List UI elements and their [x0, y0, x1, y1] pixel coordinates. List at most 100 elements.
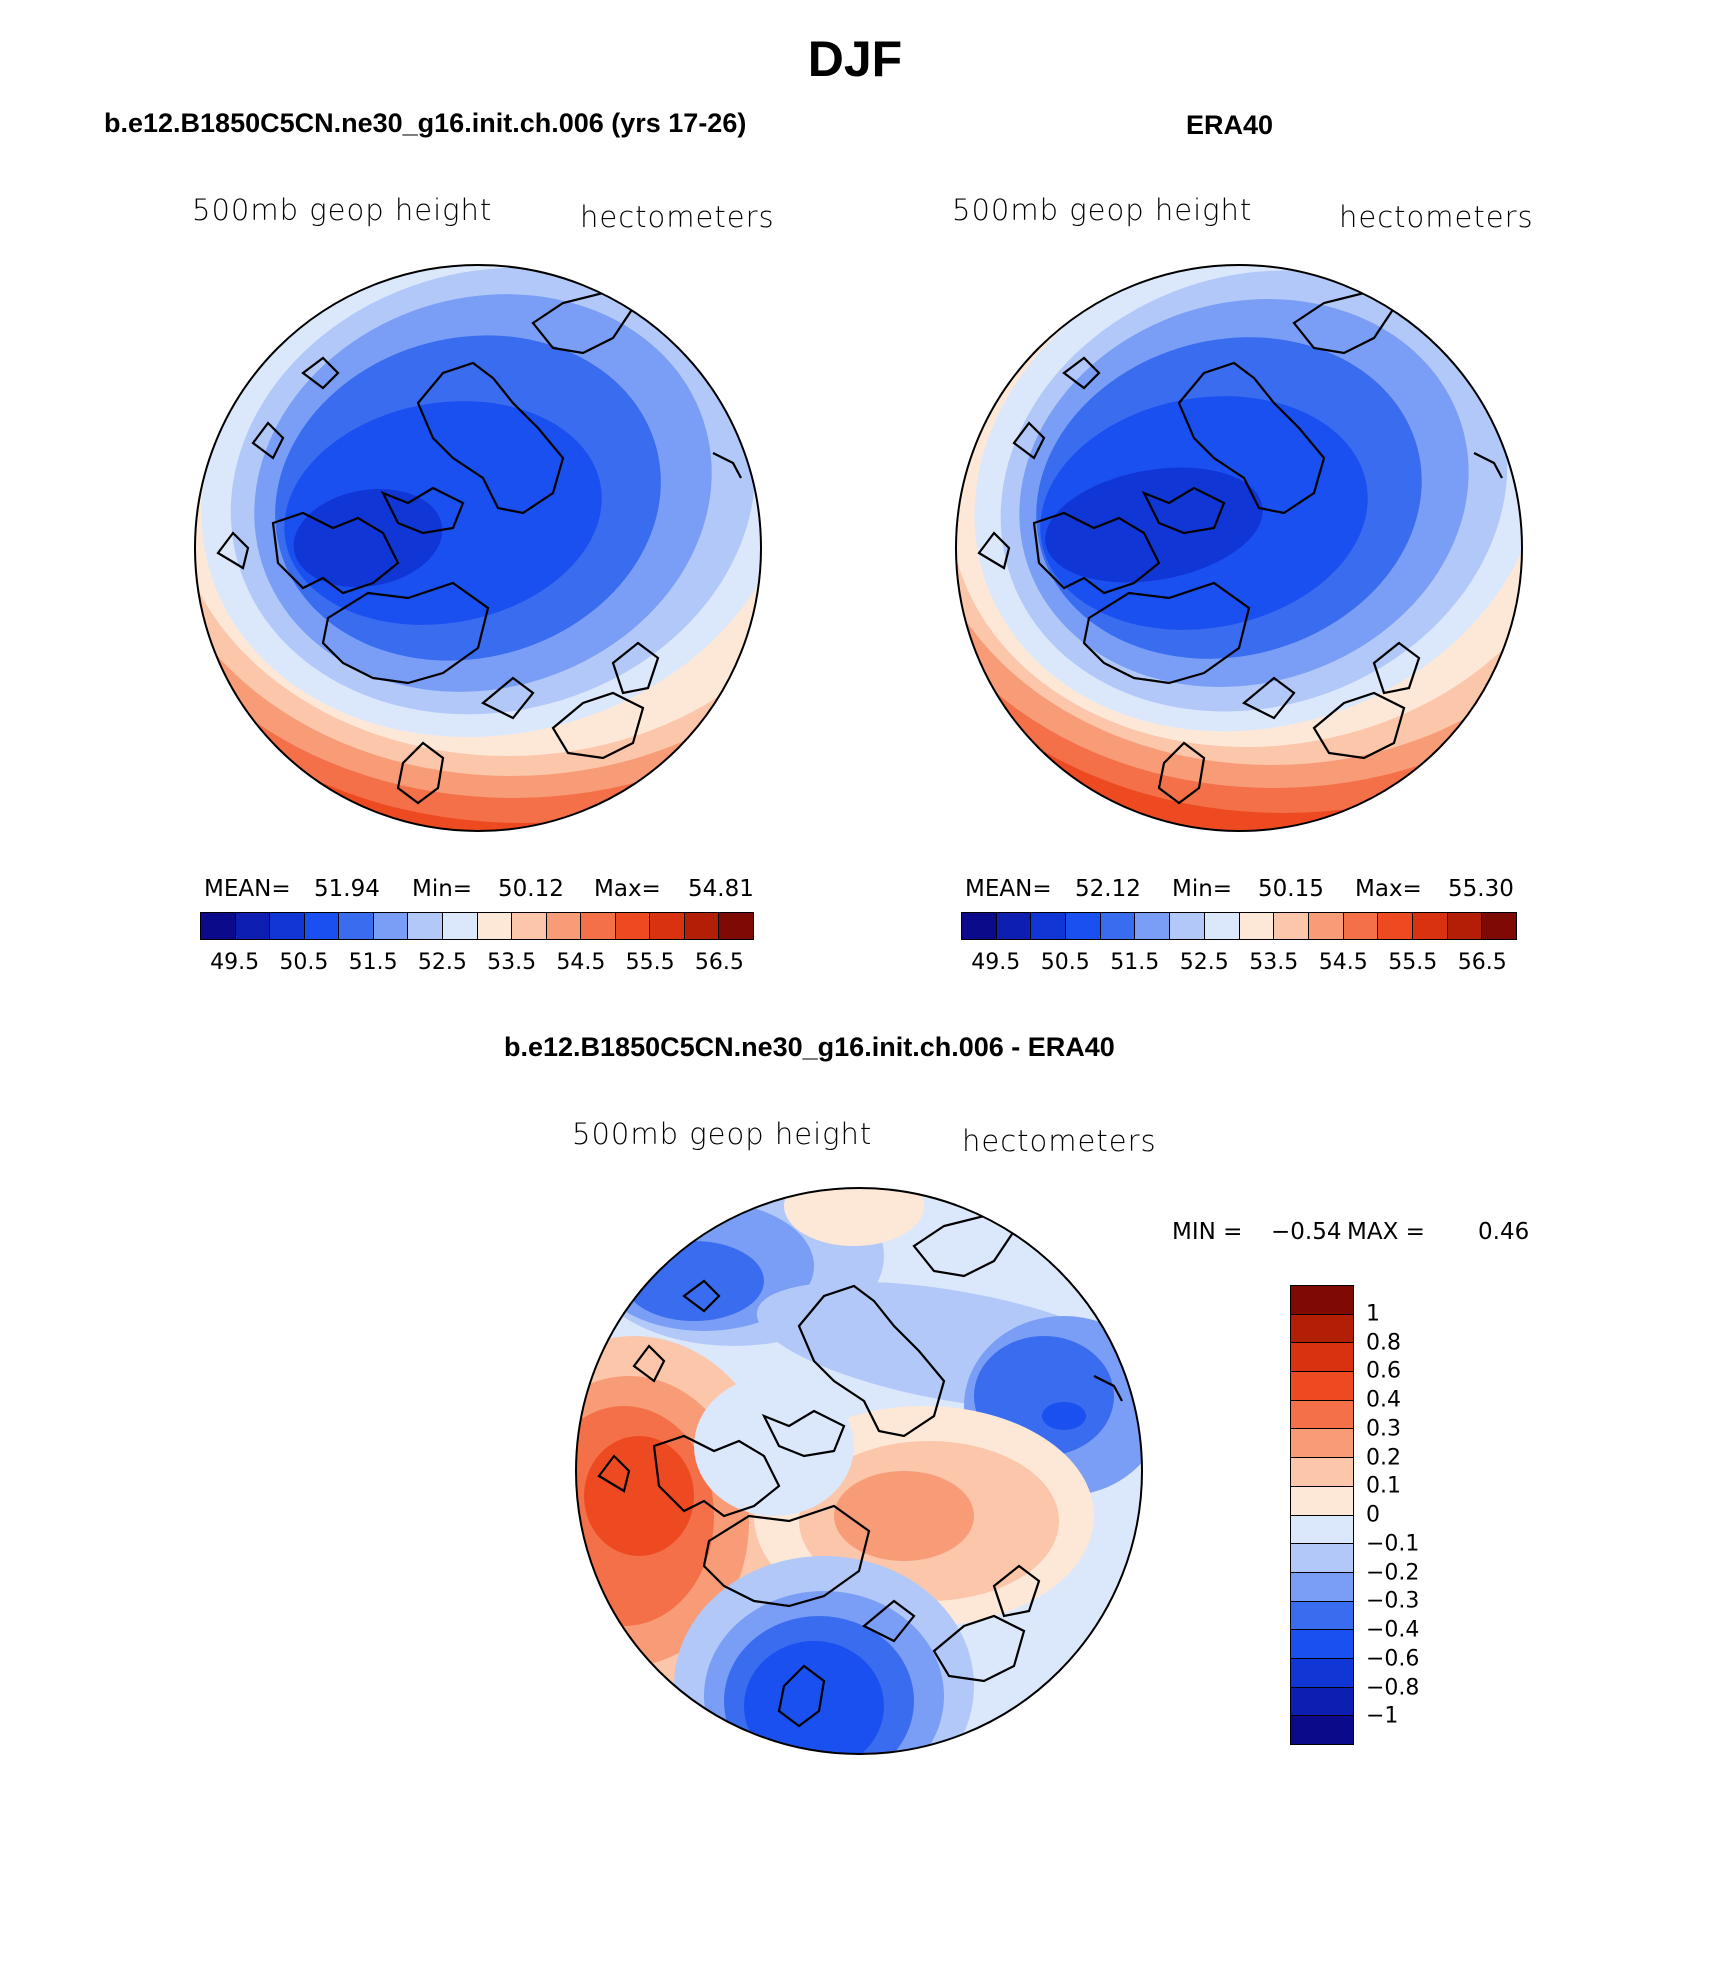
colorbar-segment: [1291, 1400, 1353, 1430]
colorbar-segment: [1291, 1286, 1353, 1315]
diff-colorbar: [1290, 1285, 1354, 1745]
colorbar-tick-label: 0.3: [1366, 1416, 1401, 1442]
panel2-max-label: Max=: [1355, 876, 1422, 902]
diff-max-label: MAX =: [1347, 1219, 1425, 1245]
colorbar-tick-label: 49.5: [971, 950, 1021, 975]
panel2-mean-value: 52.12: [1075, 876, 1141, 902]
colorbar-tick-label: 0.6: [1366, 1358, 1401, 1384]
colorbar-segment: [1239, 913, 1275, 939]
colorbar-segment: [270, 913, 305, 939]
panel1-min-label: Min=: [412, 876, 473, 902]
colorbar-segment: [1447, 913, 1483, 939]
panel1-min-value: 50.12: [498, 876, 564, 902]
panel1-coastlines: [216, 291, 742, 805]
colorbar-segment: [201, 913, 236, 939]
colorbar-segment: [615, 913, 651, 939]
colorbar-tick-label: 53.5: [487, 950, 537, 975]
colorbar-segment: [1291, 1372, 1353, 1401]
panel1-colorbar: [200, 912, 754, 940]
colorbar-segment: [1412, 913, 1448, 939]
panel1-mean-value: 51.94: [314, 876, 380, 902]
colorbar-segment: [684, 913, 720, 939]
colorbar-segment: [1135, 913, 1171, 939]
colorbar-segment: [962, 913, 997, 939]
colorbar-tick-label: 55.5: [625, 950, 675, 975]
colorbar-tick-label: 0.1: [1366, 1473, 1401, 1499]
colorbar-segment: [373, 913, 409, 939]
colorbar-tick-label: 56.5: [694, 950, 744, 975]
colorbar-segment: [1378, 913, 1413, 939]
panel2-max-value: 55.30: [1448, 876, 1514, 902]
colorbar-segment: [304, 913, 340, 939]
colorbar-tick-label: 50.5: [1040, 950, 1090, 975]
panel2-variable-label: 500mb geop height: [952, 193, 1253, 227]
panel2-mean-label: MEAN=: [965, 876, 1052, 902]
diff-max-value: 0.46: [1478, 1219, 1530, 1245]
colorbar-segment: [1343, 913, 1379, 939]
diff-polar-map: [575, 1187, 1143, 1755]
colorbar-tick-label: 51.5: [348, 950, 398, 975]
colorbar-tick-label: 1: [1366, 1301, 1380, 1327]
panel2-min-label: Min=: [1172, 876, 1233, 902]
colorbar-segment: [1291, 1429, 1353, 1459]
figure-title: DJF: [807, 31, 903, 87]
panel1-max-value: 54.81: [688, 876, 754, 902]
panel2-units-label: hectometers: [1339, 200, 1534, 234]
colorbar-tick-label: −1: [1366, 1703, 1399, 1729]
colorbar-segment: [1482, 913, 1516, 939]
colorbar-tick-label: 0: [1366, 1502, 1380, 1528]
colorbar-segment: [1291, 1658, 1353, 1688]
colorbar-segment: [1291, 1515, 1353, 1545]
colorbar-segment: [1291, 1572, 1353, 1602]
panel2-colorbar: [961, 912, 1517, 940]
colorbar-segment: [1204, 913, 1240, 939]
colorbar-segment: [1291, 1486, 1353, 1516]
colorbar-tick-label: 0.8: [1366, 1330, 1401, 1355]
colorbar-segment: [442, 913, 478, 939]
panel2-coastlines: [977, 291, 1503, 805]
colorbar-tick-label: 49.5: [210, 950, 260, 975]
colorbar-tick-label: 53.5: [1249, 950, 1299, 975]
colorbar-segment: [1291, 1687, 1353, 1717]
panel2-min-value: 50.15: [1258, 876, 1324, 902]
colorbar-segment: [1291, 1630, 1353, 1659]
colorbar-segment: [1274, 913, 1309, 939]
colorbar-tick-label: −0.6: [1366, 1646, 1420, 1672]
diff-min-label: MIN =: [1172, 1219, 1243, 1245]
panel1-max-label: Max=: [594, 876, 661, 902]
colorbar-segment: [581, 913, 616, 939]
colorbar-tick-label: 52.5: [1179, 950, 1229, 975]
panel1-polar-map: [194, 264, 762, 832]
colorbar-segment: [477, 913, 513, 939]
colorbar-tick-label: 52.5: [417, 950, 467, 975]
colorbar-segment: [512, 913, 547, 939]
colorbar-tick-label: −0.8: [1366, 1675, 1420, 1700]
panel2-polar-map: [955, 264, 1523, 832]
diff-coastlines: [597, 1214, 1123, 1728]
diff-title: b.e12.B1850C5CN.ne30_g16.init.ch.006 - E…: [504, 1032, 1115, 1062]
colorbar-segment: [1066, 913, 1101, 939]
panel1-mean-label: MEAN=: [204, 876, 291, 902]
colorbar-tick-label: −0.1: [1366, 1531, 1420, 1557]
colorbar-tick-label: −0.3: [1366, 1588, 1420, 1614]
colorbar-segment: [1308, 913, 1344, 939]
colorbar-segment: [996, 913, 1032, 939]
colorbar-segment: [546, 913, 582, 939]
colorbar-segment: [1291, 1716, 1353, 1744]
panel1-variable-label: 500mb geop height: [192, 193, 493, 227]
colorbar-tick-label: 54.5: [556, 950, 606, 975]
colorbar-segment: [408, 913, 443, 939]
colorbar-tick-label: 55.5: [1388, 950, 1438, 975]
panel1-units-label: hectometers: [580, 200, 775, 234]
panel2-title: ERA40: [1186, 110, 1274, 140]
colorbar-segment: [235, 913, 271, 939]
colorbar-segment: [1100, 913, 1136, 939]
colorbar-tick-label: 54.5: [1318, 950, 1368, 975]
colorbar-tick-label: 56.5: [1457, 950, 1507, 975]
diff-units-label: hectometers: [962, 1124, 1157, 1158]
colorbar-segment: [650, 913, 685, 939]
colorbar-tick-label: 51.5: [1110, 950, 1160, 975]
colorbar-segment: [1291, 1343, 1353, 1373]
colorbar-segment: [1291, 1314, 1353, 1344]
diff-variable-label: 500mb geop height: [572, 1117, 873, 1151]
